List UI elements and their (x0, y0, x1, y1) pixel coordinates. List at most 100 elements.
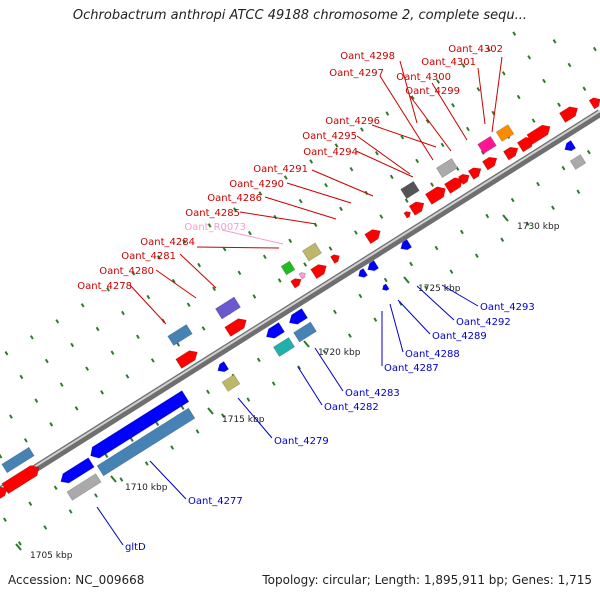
tick-mark (486, 47, 491, 52)
gene-label-oant_4294[interactable]: Oant_4294 (303, 147, 358, 158)
gene-label-gltd[interactable]: gltD (125, 542, 146, 553)
tick-mark (222, 246, 227, 252)
tick-mark (59, 382, 64, 387)
forward-gene-arrow[interactable] (364, 226, 384, 245)
forward-gene-arrow[interactable] (403, 210, 412, 219)
forward-gene-arrow[interactable] (290, 276, 304, 289)
cog-box[interactable] (215, 296, 241, 320)
reverse-gene-arrow[interactable] (381, 283, 390, 292)
cog-box[interactable] (273, 337, 295, 357)
gene-label-oant_4293[interactable]: Oant_4293 (480, 302, 535, 313)
gene-label-oant_4277[interactable]: Oant_4277 (188, 496, 243, 507)
forward-gene-arrow[interactable] (310, 261, 330, 280)
cog-box[interactable] (400, 180, 420, 200)
reverse-gene-arrow[interactable] (58, 457, 95, 486)
gene-label-oant_r0073[interactable]: Oant_R0073 (184, 222, 246, 233)
gene-labels[interactable]: Oant_4278 Oant_4280 Oant_4281 Oant_4284 Oant… (77, 44, 534, 553)
cog-box[interactable] (1, 446, 35, 474)
gene-label-oant_4302[interactable]: Oant_4302 (448, 44, 503, 55)
tick-mark (374, 150, 379, 156)
cog-box[interactable] (477, 135, 497, 155)
label-leader-line (409, 95, 452, 152)
gene-label-oant_4301[interactable]: Oant_4301 (421, 57, 476, 68)
cog-box[interactable] (167, 324, 193, 346)
gene-label-oant_4296[interactable]: Oant_4296 (325, 116, 380, 127)
gene-label-oant_4287[interactable]: Oant_4287 (384, 363, 439, 374)
gene-label-oant_4291[interactable]: Oant_4291 (253, 164, 308, 175)
reverse-gene-arrow[interactable] (87, 390, 190, 462)
ruler-label: 1725 kbp (418, 284, 461, 294)
tick-mark (400, 135, 405, 140)
gene-label-oant_4298[interactable]: Oant_4298 (340, 51, 395, 62)
forward-gene-arrow[interactable] (424, 184, 448, 205)
gene-label-oant_4289[interactable]: Oant_4289 (432, 331, 487, 342)
reverse-gene-arrow[interactable] (562, 140, 577, 154)
forward-gene-arrow[interactable] (224, 315, 249, 337)
label-leader-line (491, 56, 503, 133)
cog-box[interactable] (96, 407, 196, 477)
cog-box[interactable] (66, 473, 102, 501)
forward-gene-arrow[interactable] (481, 154, 499, 171)
gene-label-oant_4282[interactable]: Oant_4282 (324, 402, 379, 413)
forward-gene-arrow[interactable] (467, 165, 483, 180)
forward-gene-arrow[interactable] (502, 144, 520, 161)
gene-label-oant_4295[interactable]: Oant_4295 (302, 131, 357, 142)
gene-label-oant_4283[interactable]: Oant_4283 (345, 388, 400, 399)
forward-gene-arrow[interactable] (588, 95, 600, 110)
forward-gene-arrow[interactable] (1, 462, 42, 495)
tick-mark (461, 63, 466, 68)
cog-box[interactable] (221, 374, 241, 392)
cog-box[interactable] (569, 154, 587, 170)
reverse-gene-arrow[interactable] (263, 322, 285, 342)
gene-label-oant_4278[interactable]: Oant_4278 (77, 281, 132, 292)
reverse-gene-arrow[interactable] (286, 308, 308, 328)
tick-mark (34, 398, 39, 403)
gene-label-oant_4288[interactable]: Oant_4288 (405, 349, 460, 360)
forward-gene-arrow[interactable] (330, 252, 341, 264)
tick-mark (95, 326, 100, 332)
gene-label-oant_4292[interactable]: Oant_4292 (456, 317, 511, 328)
tick-mark (501, 71, 506, 76)
forward-gene-arrow[interactable] (444, 175, 465, 194)
gene-label-oant_4300[interactable]: Oant_4300 (396, 72, 451, 83)
gene-label-oant_4280[interactable]: Oant_4280 (99, 266, 154, 277)
gene-label-oant_4290[interactable]: Oant_4290 (229, 179, 284, 190)
forward-gene-arrow[interactable] (526, 122, 553, 145)
forward-gene-arrow[interactable] (559, 104, 580, 123)
cog-box[interactable] (495, 124, 515, 142)
forward-gene-arrow[interactable] (0, 484, 10, 505)
reverse-gene-arrow[interactable] (215, 361, 230, 375)
cog-box[interactable] (302, 242, 322, 262)
cog-box[interactable] (280, 260, 296, 276)
label-leader-line (196, 246, 280, 249)
reverse-gene-arrow[interactable] (356, 268, 368, 279)
tick-mark (440, 142, 445, 148)
gene-label-oant_4286[interactable]: Oant_4286 (207, 193, 262, 204)
label-leader-line (96, 506, 124, 546)
gene-label-oant_4297[interactable]: Oant_4297 (329, 68, 384, 79)
gene-label-oant_4281[interactable]: Oant_4281 (121, 251, 176, 262)
cog-box[interactable] (436, 158, 458, 178)
label-leader-line (264, 196, 337, 220)
label-leader-line (389, 303, 404, 353)
gene-label-oant_4284[interactable]: Oant_4284 (140, 237, 195, 248)
tick-mark (271, 381, 276, 386)
forward-gene-arrow[interactable] (175, 347, 200, 369)
tick-mark (347, 333, 352, 338)
gene-label-oant_4285[interactable]: Oant_4285 (185, 208, 240, 219)
gene-label-oant_4279[interactable]: Oant_4279 (274, 436, 329, 447)
cog-box[interactable] (293, 321, 317, 343)
forward-gene-arrow[interactable] (457, 172, 471, 185)
tick-mark (360, 127, 364, 132)
ruler-label: 1705 kbp (30, 551, 73, 561)
reverse-gene-arrow[interactable] (398, 239, 413, 253)
gene-label-oant_4299[interactable]: Oant_4299 (405, 86, 460, 97)
tick-mark (500, 237, 505, 242)
ruler-label: 1720 kbp (318, 348, 361, 358)
tick-mark (135, 334, 140, 339)
reverse-gene-arrow[interactable] (365, 260, 380, 274)
forward-gene-arrow[interactable] (298, 271, 307, 280)
tick-mark (516, 94, 521, 100)
forward-gene-arrow[interactable] (408, 199, 427, 216)
ruler-tick (110, 475, 117, 483)
